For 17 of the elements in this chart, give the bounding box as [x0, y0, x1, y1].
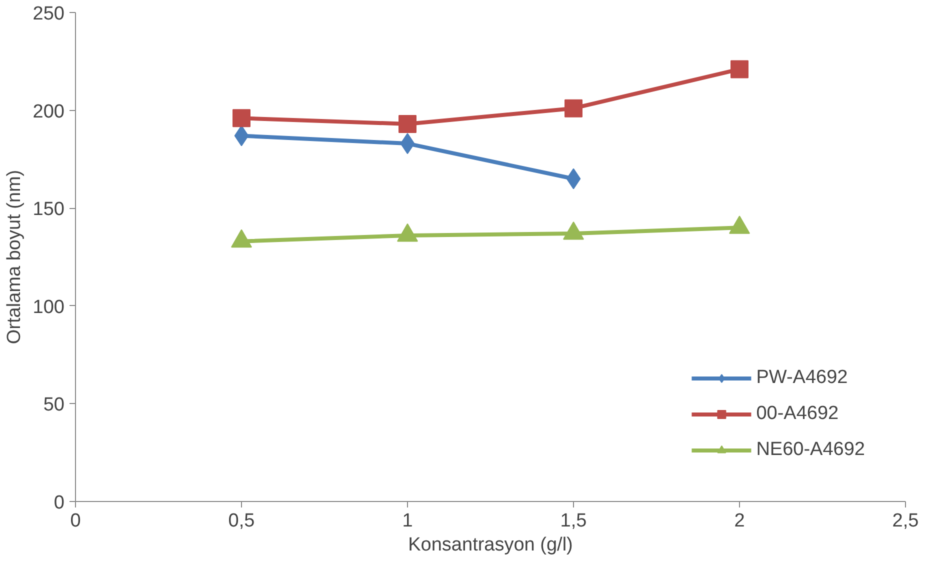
y-tick-label: 50: [43, 394, 65, 416]
x-tick-label: 1: [402, 510, 413, 532]
legend-label: NE60-A4692: [756, 439, 865, 461]
y-tick-label: 250: [32, 4, 64, 24]
y-tick-label: 100: [32, 296, 64, 318]
x-axis-title: Konsantrasyon (g/l): [408, 534, 573, 556]
y-tick-label: 200: [32, 101, 64, 122]
x-tick-label: 2,5: [892, 510, 919, 532]
x-tick-label: 0,5: [228, 510, 255, 532]
x-tick-label: 0: [70, 510, 81, 532]
y-tick-label: 0: [54, 492, 65, 514]
y-axis-title: Ortalama boyut (nm): [4, 170, 25, 344]
legend-label: 00-A4692: [756, 403, 839, 425]
legend-label: PW-A4692: [756, 367, 848, 389]
x-tick-label: 1,5: [560, 510, 587, 532]
x-tick-label: 2: [734, 510, 745, 532]
y-tick-label: 150: [32, 199, 64, 220]
